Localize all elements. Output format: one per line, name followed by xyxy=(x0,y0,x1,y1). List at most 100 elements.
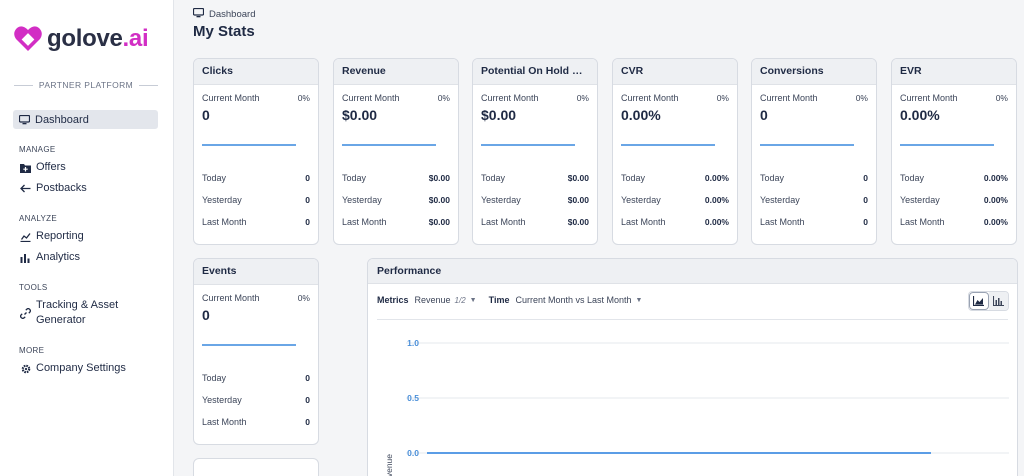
yesterday-label: Yesterday xyxy=(202,395,242,405)
breadcrumb-label: Dashboard xyxy=(209,9,256,20)
sidebar-item-tracking-asset-generator[interactable]: Tracking & Asset Generator xyxy=(20,298,130,328)
last-month-label: Last Month xyxy=(481,217,526,227)
yesterday-value: 0 xyxy=(863,195,868,205)
current-month-value: $0.00 xyxy=(481,107,517,123)
today-label: Today xyxy=(900,173,925,183)
time-value: Current Month vs Last Month xyxy=(515,295,632,305)
bar-chart-toggle[interactable] xyxy=(988,292,1008,310)
metrics-count: 1/2 xyxy=(454,295,466,305)
last-month-value: 0 xyxy=(305,417,310,427)
card-title: Clicks xyxy=(194,59,318,85)
last-month-label: Last Month xyxy=(342,217,387,227)
breadcrumb[interactable]: Dashboard xyxy=(192,7,256,21)
today-value: 0 xyxy=(863,173,868,183)
stat-card: Revenue Current Month 0% $0.00 Today $0.00 Yes… xyxy=(333,58,459,245)
brand-logo[interactable]: golove.ai xyxy=(13,24,149,54)
yesterday-value: $0.00 xyxy=(567,195,589,205)
sparkline xyxy=(481,144,575,146)
sidebar-item-label: Company Settings xyxy=(36,362,126,374)
card-title: CVR xyxy=(613,59,737,85)
current-month-label: Current Month xyxy=(202,93,260,103)
yesterday-label: Yesterday xyxy=(481,195,521,205)
current-month-value: 0 xyxy=(760,107,768,123)
card-title: Potential On Hold Rev... xyxy=(473,59,597,85)
y-tick-label: 1.0 xyxy=(407,338,419,348)
sidebar-item-label: Reporting xyxy=(36,230,84,242)
area-chart-icon xyxy=(973,296,985,306)
metrics-label: Metrics xyxy=(377,295,409,305)
yesterday-label: Yesterday xyxy=(621,195,661,205)
metrics-value: Revenue xyxy=(414,295,451,305)
today-value: $0.00 xyxy=(428,173,450,183)
brand-name: golove.ai xyxy=(47,25,149,52)
caret-down-icon: ▼ xyxy=(469,296,477,304)
link-icon xyxy=(20,298,31,328)
performance-panel: Performance Metrics Revenue 1/2 ▼ Time C… xyxy=(367,258,1018,476)
last-month-label: Last Month xyxy=(621,217,666,227)
sidebar-item-reporting[interactable]: Reporting xyxy=(20,229,84,244)
gear-icon xyxy=(20,361,31,376)
arrow-left-icon xyxy=(20,181,31,196)
yesterday-label: Yesterday xyxy=(202,195,242,205)
platform-label: PARTNER PLATFORM xyxy=(14,80,158,90)
change-percent: 0% xyxy=(716,93,729,103)
area-chart-toggle[interactable] xyxy=(969,292,989,310)
panel-title: Performance xyxy=(368,259,1017,284)
stat-card: Conversions Current Month 0% 0 Today 0 Yesterd… xyxy=(751,58,877,245)
current-month-label: Current Month xyxy=(900,93,958,103)
chart-controls: Metrics Revenue 1/2 ▼ Time Current Month… xyxy=(377,295,654,305)
current-month-value: 0.00% xyxy=(900,107,940,123)
monitor-icon xyxy=(19,112,30,127)
bar-chart-icon xyxy=(20,250,31,265)
y-tick-label: 0.0 xyxy=(407,448,419,458)
sidebar: golove.ai PARTNER PLATFORM Dashboard MAN… xyxy=(0,0,174,476)
current-month-value: $0.00 xyxy=(342,107,378,123)
yesterday-value: 0 xyxy=(305,395,310,405)
current-month-value: 0 xyxy=(202,307,210,323)
last-month-label: Last Month xyxy=(900,217,945,227)
last-month-label: Last Month xyxy=(760,217,805,227)
sparkline xyxy=(760,144,854,146)
sidebar-item-offers[interactable]: Offers xyxy=(20,160,66,175)
current-month-label: Current Month xyxy=(760,93,818,103)
sidebar-item-dashboard[interactable]: Dashboard xyxy=(13,110,158,129)
today-value: 0.00% xyxy=(983,173,1008,183)
sidebar-item-company-settings[interactable]: Company Settings xyxy=(20,361,126,376)
section-title-analyze: ANALYZE xyxy=(19,214,57,223)
last-month-value: $0.00 xyxy=(567,217,589,227)
change-percent: 0% xyxy=(995,93,1008,103)
time-select[interactable]: Current Month vs Last Month ▼ xyxy=(515,295,642,305)
y-axis-label: Revenue xyxy=(384,454,394,476)
stat-card: CVR Current Month 0% 0.00% Today 0.00% Yesterd… xyxy=(612,58,738,245)
today-value: 0.00% xyxy=(704,173,729,183)
today-value: 0 xyxy=(305,173,310,183)
stat-card: EVR Current Month 0% 0.00% Today 0.00% Yesterd… xyxy=(891,58,1017,245)
today-label: Today xyxy=(481,173,506,183)
today-label: Today xyxy=(202,173,227,183)
sidebar-item-label: Tracking & Asset Generator xyxy=(36,299,119,326)
sidebar-item-postbacks[interactable]: Postbacks xyxy=(20,181,87,196)
yesterday-label: Yesterday xyxy=(900,195,940,205)
sidebar-item-label: Analytics xyxy=(36,251,81,263)
today-value: $0.00 xyxy=(567,173,589,183)
last-month-value: 0.00% xyxy=(704,217,729,227)
metrics-select[interactable]: Revenue 1/2 ▼ xyxy=(415,295,477,305)
today-label: Today xyxy=(621,173,646,183)
section-title-more: MORE xyxy=(19,346,45,355)
change-percent: 0% xyxy=(437,93,450,103)
current-month-value: 0 xyxy=(202,107,210,123)
sparkline xyxy=(621,144,715,146)
today-label: Today xyxy=(760,173,785,183)
last-month-value: $0.00 xyxy=(428,217,450,227)
current-month-label: Current Month xyxy=(202,293,260,303)
section-title-manage: MANAGE xyxy=(19,145,56,154)
sparkline xyxy=(900,144,994,146)
bar-chart-icon xyxy=(992,296,1004,306)
time-label: Time xyxy=(488,295,510,305)
today-label: Today xyxy=(342,173,367,183)
sparkline xyxy=(342,144,436,146)
sidebar-item-analytics[interactable]: Analytics xyxy=(20,250,80,265)
last-month-label: Last Month xyxy=(202,417,247,427)
yesterday-value: 0.00% xyxy=(704,195,729,205)
yesterday-value: $0.00 xyxy=(428,195,450,205)
